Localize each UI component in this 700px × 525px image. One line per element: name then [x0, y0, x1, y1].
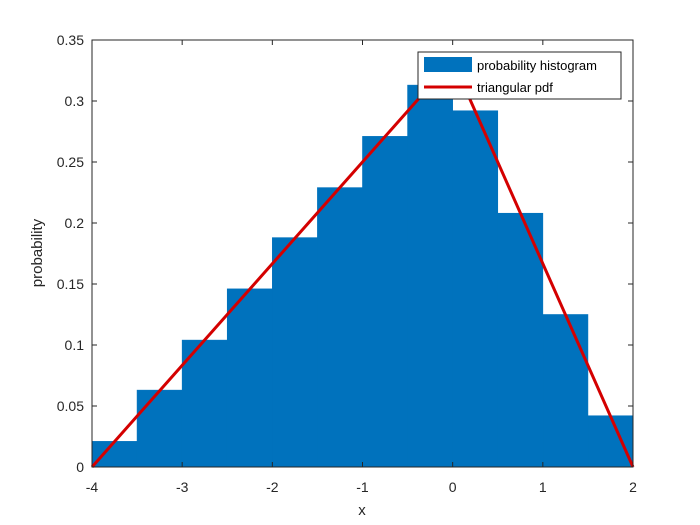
legend-swatch-histogram — [424, 57, 472, 72]
histogram-bar — [226, 288, 273, 468]
histogram-bar — [407, 84, 453, 468]
y-tick-label: 0.15 — [57, 276, 84, 292]
histogram-bar — [497, 212, 544, 468]
legend-label-pdf: triangular pdf — [477, 80, 553, 95]
x-tick-label: 1 — [539, 479, 547, 495]
histogram-bar — [542, 314, 589, 468]
histogram-bar — [136, 389, 183, 468]
histogram-bar — [362, 136, 408, 468]
y-tick-label: 0.05 — [57, 398, 84, 414]
histogram-bar — [452, 110, 499, 468]
histogram-bar — [181, 339, 228, 468]
x-tick-label: -3 — [176, 479, 189, 495]
x-tick-label: 0 — [449, 479, 457, 495]
y-tick-label: 0.1 — [65, 337, 85, 353]
histogram-bar — [317, 187, 363, 468]
x-tick-label: 2 — [629, 479, 637, 495]
ticks: -4 -3 -2 -1 0 1 2 0 0.05 0.1 0.15 0.2 0.25 0.3 0.35 — [57, 32, 637, 495]
y-tick-label: 0.35 — [57, 32, 84, 48]
y-tick-label: 0.25 — [57, 154, 84, 170]
y-tick-label: 0 — [76, 459, 84, 475]
histogram-bar — [272, 237, 318, 468]
y-axis-label: probability — [29, 218, 46, 287]
x-axis-label: x — [358, 502, 366, 519]
legend: probability histogram triangular pdf — [417, 51, 622, 100]
y-tick-label: 0.3 — [65, 93, 85, 109]
x-tick-label: -2 — [266, 479, 279, 495]
y-tick-label: 0.2 — [65, 215, 85, 231]
histogram-bar — [587, 415, 634, 468]
x-tick-label: -4 — [86, 479, 99, 495]
x-tick-label: -1 — [356, 479, 369, 495]
histogram-bar — [91, 441, 138, 468]
histogram-series — [91, 84, 634, 468]
legend-label-histogram: probability histogram — [477, 58, 597, 73]
